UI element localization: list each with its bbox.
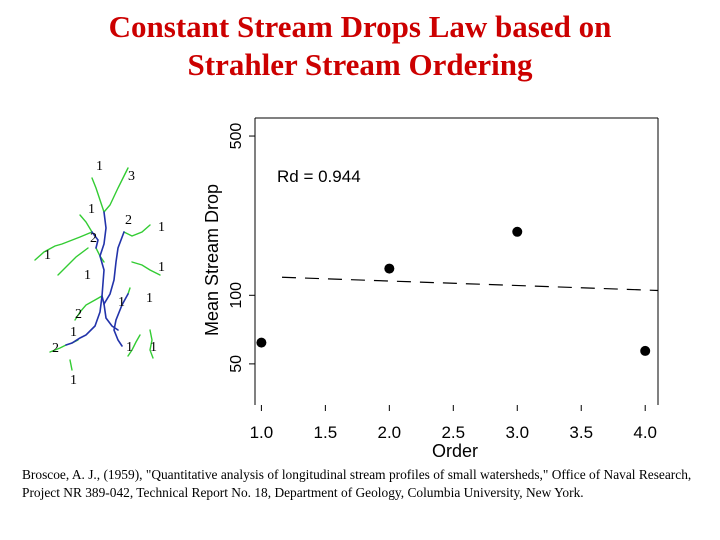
stream-segment-low-order (34, 231, 93, 261)
stream-segment-low-order (127, 287, 131, 295)
rd-annotation: Rd = 0.944 (277, 167, 361, 186)
stream-segment-low-order (149, 329, 154, 359)
stream-segment-low-order (123, 224, 151, 237)
title-line-2: Strahler Stream Ordering (187, 47, 533, 82)
stream-order-label: 3 (128, 169, 135, 184)
stream-segment-low-order (79, 214, 93, 233)
stream-order-label: 1 (96, 159, 103, 174)
stream-order-label: 2 (125, 213, 132, 228)
data-point (384, 263, 395, 274)
stream-order-label: 1 (126, 340, 133, 355)
stream-segment-high-order (101, 231, 125, 307)
data-point (256, 337, 267, 348)
stream-segment-high-order (113, 293, 129, 347)
stream-segment-low-order (69, 359, 73, 371)
stream-segment-low-order (131, 261, 161, 276)
x-tick-label: 2.5 (441, 423, 465, 442)
stream-segment-low-order (127, 334, 141, 357)
stream-order-label: 1 (158, 220, 165, 235)
stream-order-label: 2 (90, 231, 97, 246)
stream-order-label: 1 (150, 340, 157, 355)
stream-segment-low-order (74, 295, 103, 321)
stream-segment-high-order (65, 211, 107, 346)
stream-order-label: 1 (84, 268, 91, 283)
stream-order-label: 1 (88, 202, 95, 217)
stream-segment-low-order (91, 177, 105, 213)
x-axis-label: Order (432, 441, 478, 461)
stream-order-label: 1 (118, 295, 125, 310)
title-line-1: Constant Stream Drops Law based on (108, 9, 612, 44)
stream-order-label: 2 (75, 307, 82, 322)
y-tick-label: 100 (228, 282, 245, 309)
stream-order-label: 1 (146, 291, 153, 306)
data-point (512, 226, 523, 237)
diagram-caption: Strahler stream network (0, 0, 10, 1)
stream-order-label: 1 (44, 248, 51, 263)
y-tick-label: 50 (228, 355, 245, 373)
stream-segment-high-order (103, 303, 119, 331)
x-tick-label: 2.0 (378, 423, 402, 442)
x-tick-label: 1.5 (314, 423, 338, 442)
citation-text: Broscoe, A. J., (1959), "Quantitative an… (22, 467, 692, 500)
y-axis-label: Mean Stream Drop (202, 184, 222, 336)
x-tick-label: 1.0 (250, 423, 274, 442)
stream-order-label: 1 (158, 260, 165, 275)
stream-order-label: 1 (70, 373, 77, 388)
x-tick-label: 4.0 (633, 423, 657, 442)
stream-segment-low-order (103, 167, 129, 213)
slide-title: Constant Stream Drops Law based on Strah… (0, 8, 720, 84)
stream-order-label: 1 (70, 325, 77, 340)
data-point (640, 345, 651, 356)
stream-segment-low-order (49, 344, 67, 353)
y-tick-label: 500 (228, 123, 245, 150)
stream-segment-high-order (91, 231, 99, 249)
stream-segment-low-order (57, 247, 89, 276)
x-tick-label: 3.0 (505, 423, 529, 442)
x-tick-label: 3.5 (569, 423, 593, 442)
stream-order-label: 2 (52, 341, 59, 356)
fit-line (281, 276, 659, 292)
plot-area: 50 100 500 1.0 1.5 2.0 2.5 3.0 3.5 4.0 Rd = 0.94… (202, 117, 659, 461)
